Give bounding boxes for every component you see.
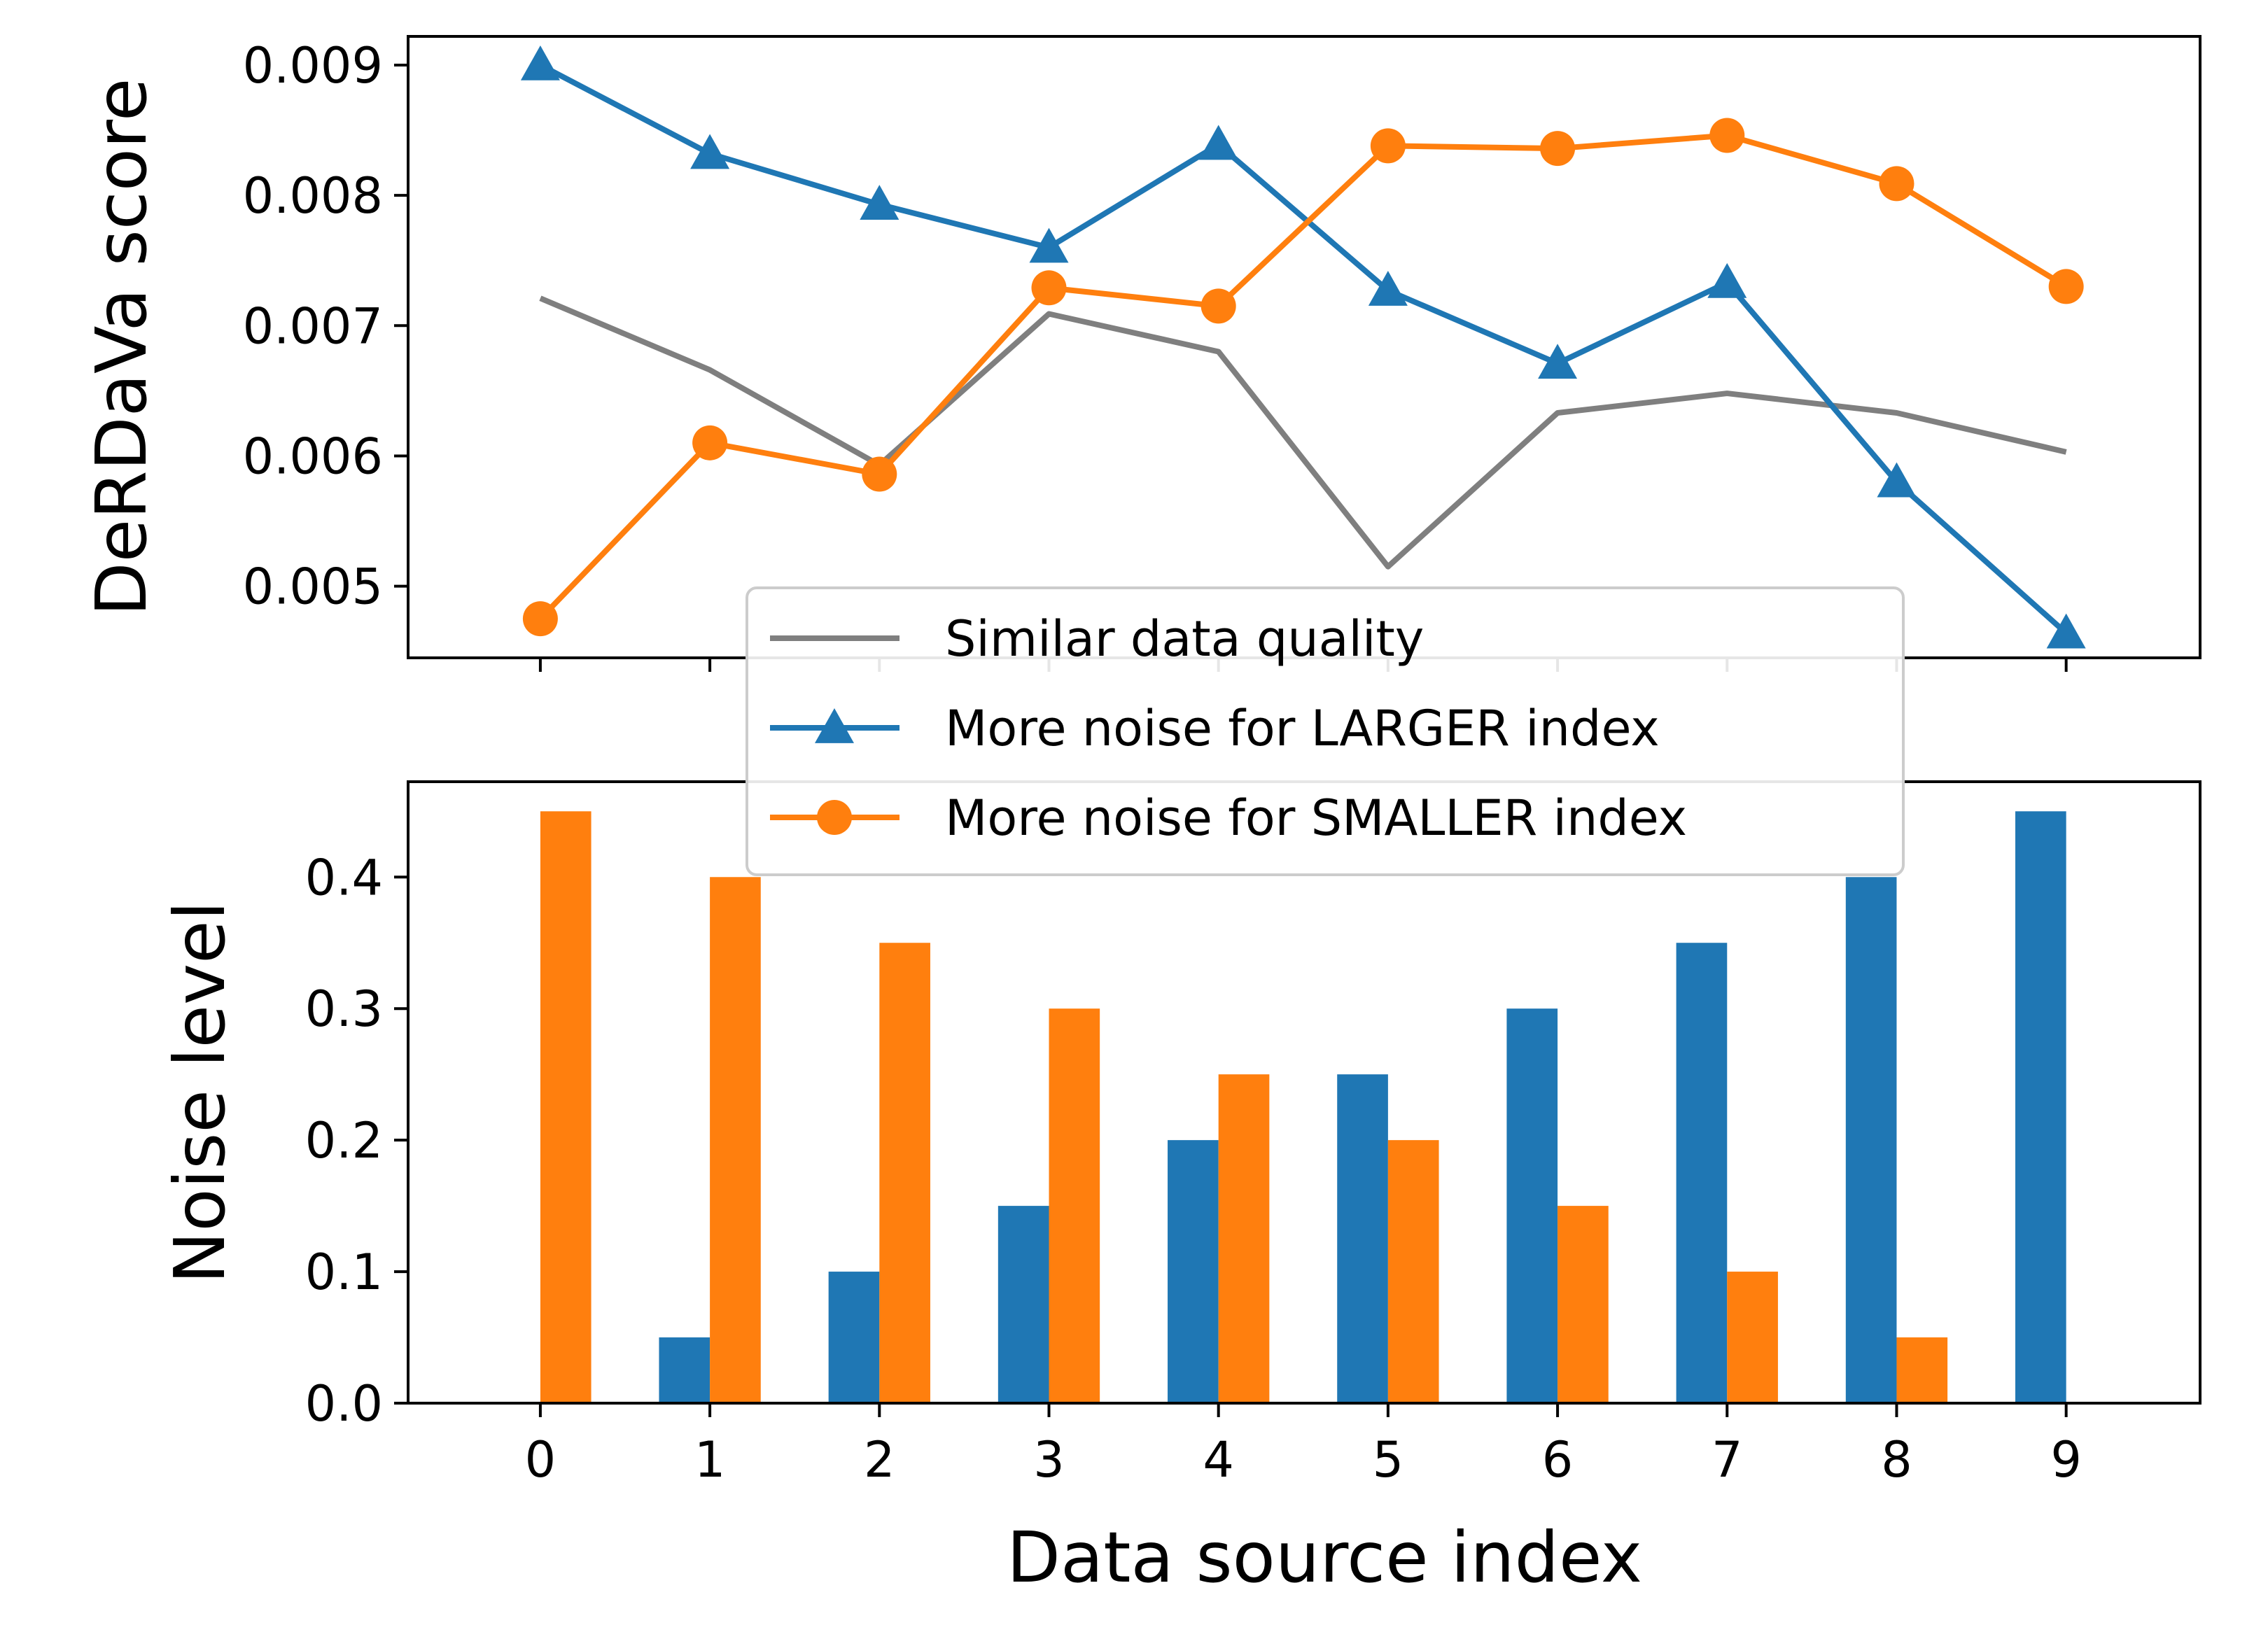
bar	[1168, 1140, 1219, 1403]
x-tick-label: 2	[864, 1431, 895, 1489]
circle-marker	[1540, 131, 1576, 167]
triangle-marker	[1368, 271, 1408, 306]
bar	[1218, 1074, 1270, 1403]
triangle-marker	[2046, 613, 2086, 649]
circle-marker	[2048, 269, 2084, 304]
x-tick-label: 5	[1373, 1431, 1404, 1489]
x-tick-label: 3	[1033, 1431, 1065, 1489]
bar	[2015, 811, 2066, 1403]
bar	[659, 1337, 710, 1403]
bar	[1845, 877, 1897, 1403]
bar	[1506, 1008, 1558, 1403]
x-tick-label: 0	[525, 1431, 556, 1489]
legend-circle-marker	[817, 800, 852, 835]
top-y-tick-label: 0.005	[243, 558, 383, 616]
bottom-y-tick-label: 0.1	[305, 1244, 383, 1301]
bar	[1896, 1337, 1948, 1403]
bar	[879, 943, 930, 1403]
triangle-marker	[1198, 125, 1238, 160]
top-y-tick-label: 0.007	[243, 297, 383, 355]
bar	[997, 1206, 1049, 1403]
circle-marker	[1031, 270, 1067, 306]
legend-entry: More noise for LARGER index	[770, 700, 1660, 757]
bar	[540, 811, 592, 1403]
bottom-y-tick-label: 0.0	[305, 1375, 383, 1433]
bar	[1727, 1272, 1778, 1403]
x-tick-label: 1	[694, 1431, 726, 1489]
triangle-marker	[690, 134, 730, 169]
bottom-y-tick-label: 0.3	[305, 980, 383, 1038]
bar	[1676, 943, 1728, 1403]
circle-marker	[522, 601, 558, 637]
score-line-chart: 0.005 0.006 0.007 0.008 0.009 DeRDaVa score	[80, 35, 2202, 672]
x-tick-label: 7	[1712, 1431, 1743, 1489]
circle-marker	[1200, 288, 1236, 324]
bottom-y-tick-label: 0.4	[305, 849, 383, 906]
legend-frame	[746, 586, 1905, 876]
noise-bar-chart: 0.0 0.1 0.2 0.3 0.4 0 1 2 3 4 5 6 7 8 9 Noise level Da…	[159, 780, 2202, 1598]
bar	[1558, 1206, 1609, 1403]
x-axis-label: Data source index	[1007, 1517, 1642, 1598]
series-line-1	[539, 62, 2068, 635]
bottom-y-axis-label: Noise level	[159, 901, 241, 1284]
triangle-marker	[520, 45, 560, 80]
circle-marker	[862, 456, 897, 492]
circle-marker	[1709, 118, 1745, 153]
x-tick-label: 6	[1542, 1431, 1574, 1489]
circle-marker	[1879, 166, 1914, 202]
top-y-tick-label: 0.006	[243, 428, 383, 485]
legend: Similar data quality More noise for LARGE…	[746, 586, 1905, 876]
bar	[1387, 1140, 1439, 1403]
bar	[828, 1272, 880, 1403]
triangle-marker	[1538, 344, 1578, 379]
top-y-axis-label: DeRDaVa score	[80, 78, 162, 617]
bar	[1337, 1074, 1388, 1403]
bar	[1049, 1008, 1100, 1403]
x-tick-label: 4	[1203, 1431, 1234, 1489]
triangle-marker	[860, 185, 899, 220]
x-tick-label: 9	[2050, 1431, 2082, 1489]
legend-label: Similar data quality	[945, 610, 1424, 668]
legend-label: More noise for LARGER index	[945, 700, 1660, 757]
circle-marker	[692, 425, 728, 460]
legend-triangle-marker	[815, 708, 854, 743]
triangle-marker	[1707, 262, 1747, 298]
top-y-tick-label: 0.008	[243, 167, 383, 225]
bottom-y-tick-label: 0.2	[305, 1112, 383, 1169]
legend-entry: More noise for SMALLER index	[770, 789, 1687, 847]
legend-entry: Similar data quality	[770, 610, 1424, 668]
circle-marker	[1370, 128, 1406, 164]
series-line-0	[539, 295, 2067, 570]
triangle-marker	[1029, 227, 1069, 263]
series-line-2	[538, 132, 2068, 621]
legend-label: More noise for SMALLER index	[945, 789, 1687, 847]
x-tick-label: 8	[1881, 1431, 1912, 1489]
triangle-marker	[1877, 462, 1917, 498]
bar	[710, 877, 761, 1403]
top-y-tick-label: 0.009	[243, 37, 383, 94]
